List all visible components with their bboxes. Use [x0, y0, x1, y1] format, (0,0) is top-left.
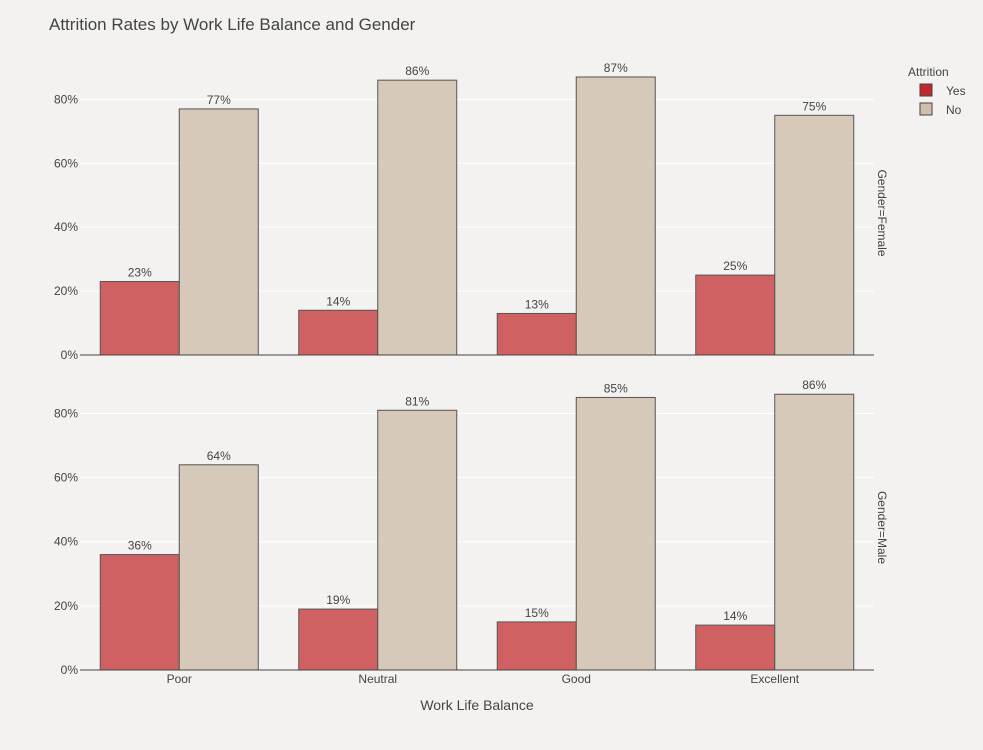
legend-title: Attrition — [908, 65, 949, 79]
bar-yes-good[interactable] — [496, 621, 577, 671]
bar-no-excellent[interactable] — [774, 393, 855, 671]
legend-swatch-yes — [919, 83, 933, 97]
panel-female: 0% 20% 40% 60% 80% 23% 14% 13% 25% 77% 86% 87% 75% Ge… — [54, 61, 889, 362]
bar-yes-excellent[interactable] — [695, 624, 776, 671]
y-tick-label: 20% — [54, 284, 78, 298]
y-tick-label: 60% — [54, 471, 78, 485]
legend-item-no[interactable]: No — [919, 102, 962, 117]
facet-label: Gender=Female — [875, 169, 889, 256]
legend-item-yes[interactable]: Yes — [919, 83, 966, 98]
y-tick-label: 20% — [54, 599, 78, 613]
data-label: 19% — [326, 593, 350, 607]
y-tick-label: 0% — [61, 348, 79, 362]
legend-swatch-no — [919, 102, 933, 116]
legend-label-yes: Yes — [946, 84, 966, 98]
bar-yes-poor[interactable] — [99, 281, 180, 356]
y-tick-label: 40% — [54, 535, 78, 549]
y-tick-label: 60% — [54, 156, 78, 170]
data-label: 86% — [802, 378, 826, 392]
y-tick-label: 0% — [61, 663, 79, 677]
x-tick-label: Poor — [167, 672, 192, 686]
bar-yes-poor[interactable] — [99, 554, 180, 671]
bar-no-good[interactable] — [575, 76, 656, 356]
bar-no-good[interactable] — [575, 396, 656, 671]
x-axis-title: Work Life Balance — [420, 697, 534, 713]
legend: Attrition Yes No — [908, 65, 966, 117]
bar-no-excellent[interactable] — [774, 114, 855, 356]
data-label: 15% — [525, 606, 549, 620]
data-label: 25% — [723, 259, 747, 273]
x-tick-label: Good — [562, 672, 591, 686]
data-label: 14% — [723, 609, 747, 623]
bar-no-neutral[interactable] — [377, 409, 458, 671]
legend-label-no: No — [946, 103, 962, 117]
bar-no-poor[interactable] — [178, 108, 259, 356]
data-label: 77% — [207, 93, 231, 107]
facet-label: Gender=Male — [875, 491, 889, 564]
bar-yes-excellent[interactable] — [695, 274, 776, 356]
data-label: 23% — [128, 266, 152, 280]
data-label: 13% — [525, 297, 549, 311]
chart-title: Attrition Rates by Work Life Balance and… — [49, 15, 416, 34]
panel-male: 0% 20% 40% 60% 80% 36% 19% 15% 14% 64% 81% 85% 86% Ge… — [54, 378, 889, 677]
y-tick-label: 40% — [54, 220, 78, 234]
chart-panels: 0% 20% 40% 60% 80% 23% 14% 13% 25% 77% 86% 87% 75% Ge… — [54, 61, 889, 686]
data-label: 14% — [326, 294, 350, 308]
y-tick-label: 80% — [54, 92, 78, 106]
data-label: 85% — [604, 381, 628, 395]
bar-no-poor[interactable] — [178, 464, 259, 671]
data-label: 86% — [405, 64, 429, 78]
bar-yes-good[interactable] — [496, 312, 577, 356]
data-label: 87% — [604, 61, 628, 75]
bar-yes-neutral[interactable] — [298, 608, 379, 671]
data-label: 81% — [405, 394, 429, 408]
data-label: 36% — [128, 539, 152, 553]
bar-no-neutral[interactable] — [377, 79, 458, 356]
x-tick-label: Excellent — [750, 672, 799, 686]
x-tick-label: Neutral — [358, 672, 397, 686]
data-label: 64% — [207, 449, 231, 463]
y-tick-label: 80% — [54, 406, 78, 420]
bar-yes-neutral[interactable] — [298, 309, 379, 356]
data-label: 75% — [802, 99, 826, 113]
